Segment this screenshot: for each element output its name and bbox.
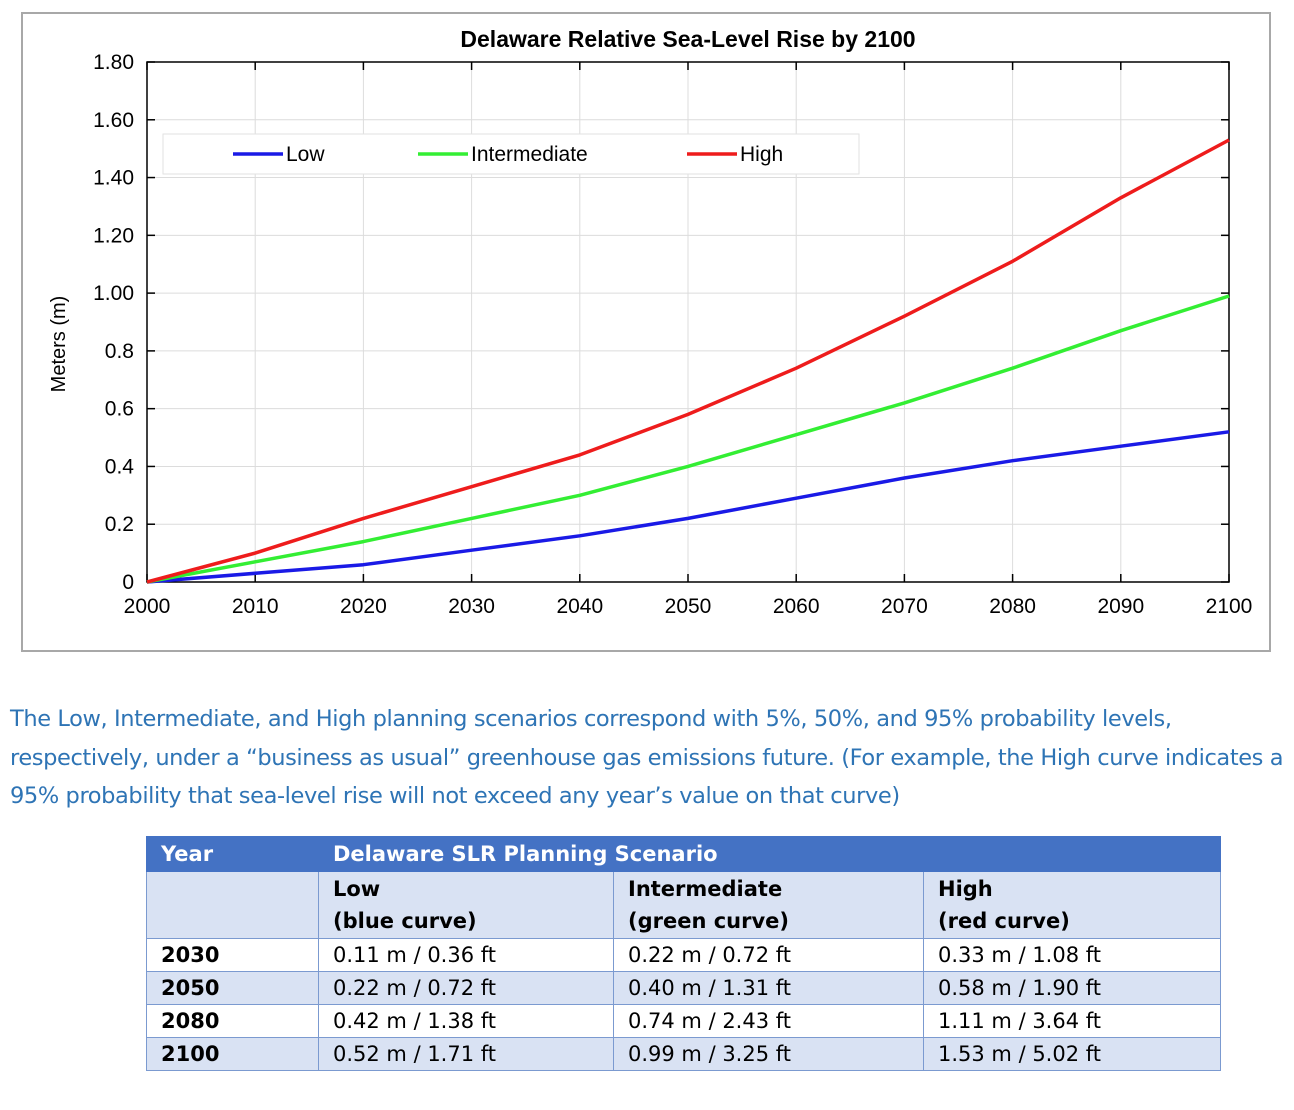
y-tick-label: 1.60 (93, 109, 134, 132)
table-row: 2030 0.11 m / 0.36 ft 0.22 m / 0.72 ft 0… (146, 938, 1222, 972)
x-tick-label: 2060 (773, 595, 820, 618)
y-tick-label: 0.2 (105, 513, 134, 536)
subheader-high-note: (red curve) (938, 909, 1070, 933)
x-tick-label: 2020 (340, 595, 387, 618)
table-cell-high: 0.33 m / 1.08 ft (922, 938, 1222, 972)
y-tick-label: 0 (122, 571, 134, 594)
x-tick-label: 2100 (1206, 595, 1253, 618)
series-line-low (146, 430, 1230, 584)
table-cell-low: 0.22 m / 0.72 ft (318, 971, 614, 1005)
table-cell-intermediate: 0.22 m / 0.72 ft (613, 938, 924, 972)
x-tick-label: 2050 (665, 595, 712, 618)
table-cell-low: 0.11 m / 0.36 ft (318, 938, 614, 972)
sea-level-chart: 2000 2010 2020 2030 2040 2050 2060 2070 2080 2090… (48, 26, 1253, 618)
table-cell-high: 0.58 m / 1.90 ft (922, 971, 1222, 1005)
subheader-intermediate-note: (green curve) (628, 909, 790, 933)
table-cell-year: 2050 (146, 971, 319, 1005)
table-cell-intermediate: 0.99 m / 3.25 ft (613, 1037, 924, 1071)
table-cell-year: 2080 (146, 1004, 319, 1038)
x-tick-label: 2030 (448, 595, 495, 618)
table-subheader-blank (146, 871, 319, 939)
legend-label-low: Low (286, 143, 325, 166)
table-header-scenario: Delaware SLR Planning Scenario (317, 836, 1222, 872)
subheader-low-name: Low (333, 877, 381, 901)
table-subheader-row: Low (blue curve) Intermediate (green curve… (146, 871, 1222, 939)
table-cell-intermediate: 0.74 m / 2.43 ft (613, 1004, 924, 1038)
table-cell-year: 2100 (146, 1037, 319, 1071)
table-cell-high: 1.11 m / 3.64 ft (922, 1004, 1222, 1038)
table-row: 2080 0.42 m / 1.38 ft 0.74 m / 2.43 ft 1… (146, 1004, 1222, 1038)
slr-scenario-table: Year Delaware SLR Planning Scenario Low (… (146, 836, 1222, 1071)
y-axis-label: Meters (m) (48, 296, 70, 393)
x-tick-label: 2010 (232, 595, 279, 618)
table-subheader-low: Low (blue curve) (318, 871, 614, 939)
table-cell-low: 0.42 m / 1.38 ft (318, 1004, 614, 1038)
x-tick-label: 2090 (1097, 595, 1144, 618)
chart-caption: The Low, Intermediate, and High planning… (10, 706, 1284, 809)
series-line-high (146, 138, 1230, 584)
chart-frame: 2000 2010 2020 2030 2040 2050 2060 2070 2080 2090… (21, 12, 1271, 652)
y-tick-label: 0.8 (105, 340, 134, 363)
subheader-high-name: High (938, 877, 993, 901)
table-row: 2100 0.52 m / 1.71 ft 0.99 m / 3.25 ft 1… (146, 1037, 1222, 1071)
table-header-year: Year (146, 836, 319, 872)
table-cell-year: 2030 (146, 938, 319, 972)
series-line-intermediate (146, 294, 1230, 584)
subheader-low-note: (blue curve) (333, 909, 477, 933)
y-tick-label: 0.6 (105, 398, 134, 421)
table-subheader-intermediate: Intermediate (green curve) (613, 871, 924, 939)
x-tick-label: 2070 (881, 595, 928, 618)
y-tick-label: 1.20 (93, 224, 134, 247)
legend-label-high: High (740, 143, 783, 166)
x-tick-label: 2040 (556, 595, 603, 618)
y-tick-label: 1.80 (93, 51, 134, 74)
subheader-intermediate-name: Intermediate (628, 877, 783, 901)
table-row: 2050 0.22 m / 0.72 ft 0.40 m / 1.31 ft 0… (146, 971, 1222, 1005)
x-tick-label: 2000 (124, 595, 171, 618)
chart-title: Delaware Relative Sea-Level Rise by 2100 (460, 26, 915, 52)
x-tick-label: 2080 (989, 595, 1036, 618)
table-cell-high: 1.53 m / 5.02 ft (922, 1037, 1222, 1071)
table-cell-low: 0.52 m / 1.71 ft (318, 1037, 614, 1071)
legend-label-intermediate: Intermediate (471, 143, 588, 166)
table-cell-intermediate: 0.40 m / 1.31 ft (613, 971, 924, 1005)
y-tick-label: 1.40 (93, 167, 134, 190)
y-tick-label: 0.4 (105, 455, 135, 478)
table-subheader-high: High (red curve) (922, 871, 1222, 939)
y-tick-label: 1.00 (93, 282, 134, 305)
